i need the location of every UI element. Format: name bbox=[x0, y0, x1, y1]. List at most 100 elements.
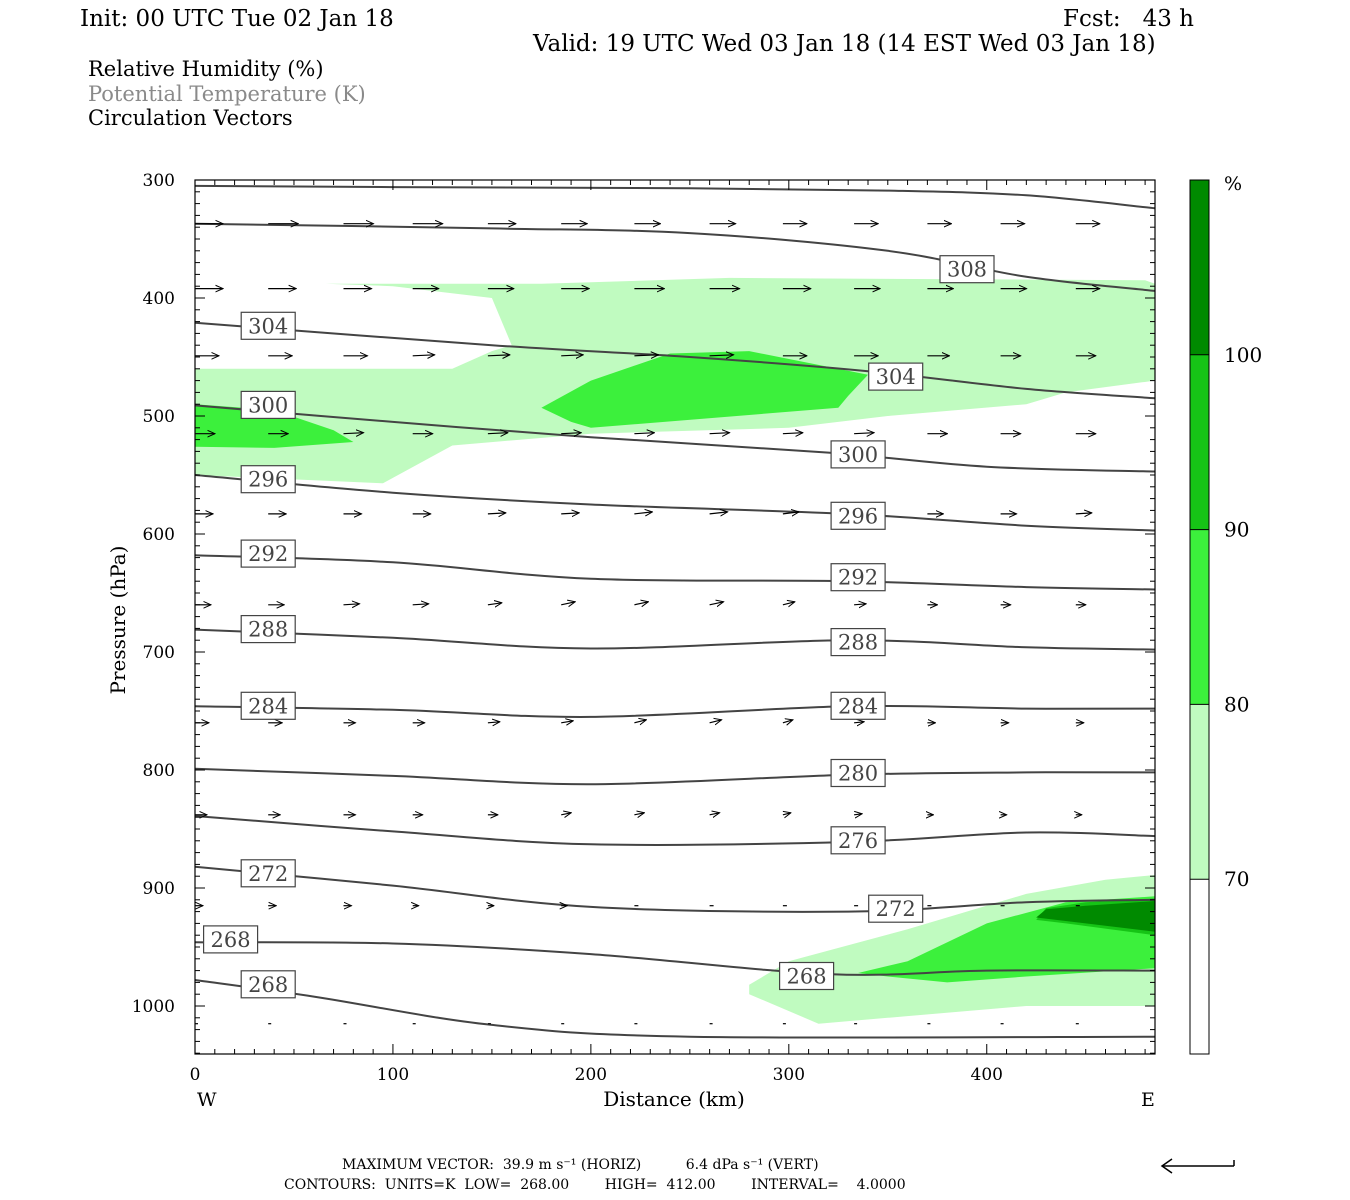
contour-label-text: 300 bbox=[248, 393, 288, 417]
contour-label-box bbox=[830, 826, 886, 855]
circulation-vector bbox=[343, 433, 364, 434]
circulation-vector bbox=[854, 722, 864, 723]
y-tick-label: 500 bbox=[143, 407, 175, 427]
circulation-vector bbox=[634, 602, 648, 605]
colorbar: 70 80 90 100 bbox=[1189, 179, 1262, 1055]
potential-temperature-contours bbox=[194, 184, 1156, 1039]
contour-label-text: 300 bbox=[838, 443, 878, 467]
circulation-vector bbox=[634, 813, 644, 815]
field-label-theta: Potential Temperature (K) bbox=[88, 82, 366, 106]
contour-label-box bbox=[830, 440, 886, 469]
contour-label-box bbox=[778, 961, 835, 991]
x-tick-label: 300 bbox=[773, 1065, 805, 1085]
contour-label-text: 284 bbox=[838, 694, 878, 718]
valid-time: Valid: 19 UTC Wed 03 Jan 18 (14 EST Wed … bbox=[533, 31, 1156, 57]
contour-label-text: 272 bbox=[876, 897, 916, 921]
contour-label-box bbox=[240, 614, 296, 644]
circulation-vector bbox=[343, 604, 360, 605]
contour-label-text: 284 bbox=[248, 694, 288, 718]
contour-label-box bbox=[830, 758, 886, 788]
contour-label-280: 280 bbox=[830, 758, 886, 788]
circulation-vector bbox=[487, 355, 510, 356]
circulation-vector bbox=[782, 720, 793, 723]
colorbar-frame bbox=[1189, 179, 1210, 1055]
theta-contour-292-5 bbox=[194, 554, 1156, 591]
contour-label-text: 308 bbox=[947, 258, 987, 282]
contour-label-296: 296 bbox=[240, 465, 296, 494]
forecast-hour: Fcst: 43 h bbox=[1063, 6, 1194, 32]
axes: 0 100 200 300 400 300 400 500 600 700 800 900 1000 bbox=[132, 171, 1155, 1085]
circulation-vector bbox=[487, 603, 502, 605]
field-label-rh: Relative Humidity (%) bbox=[88, 57, 324, 81]
theta-contour-300-3 bbox=[194, 404, 1156, 473]
circulation-vector bbox=[487, 433, 508, 434]
x-tick-label: 200 bbox=[575, 1065, 607, 1085]
circulation-vector bbox=[709, 602, 724, 605]
circulation-vector bbox=[561, 813, 571, 815]
contour-label-box bbox=[830, 627, 886, 657]
colorbar-segment bbox=[1190, 704, 1209, 880]
contour-label-box bbox=[240, 859, 296, 888]
contour-label-box bbox=[868, 894, 924, 923]
circulation-vector bbox=[854, 814, 862, 815]
init-time: Init: 00 UTC Tue 02 Jan 18 bbox=[80, 6, 394, 32]
colorbar-segment bbox=[1190, 879, 1209, 1054]
contour-label-text: 268 bbox=[248, 973, 288, 997]
contour-label-300: 300 bbox=[830, 440, 886, 469]
y-tick-label: 400 bbox=[143, 289, 175, 309]
reference-vector-icon bbox=[1160, 1158, 1235, 1174]
y-tick-label: 700 bbox=[143, 643, 175, 663]
contour-label-288: 288 bbox=[830, 627, 886, 657]
x-tick-label: 0 bbox=[190, 1065, 201, 1085]
colorbar-tick-label: 70 bbox=[1224, 867, 1249, 891]
circulation-vector bbox=[634, 720, 646, 723]
circulation-vector bbox=[412, 355, 435, 356]
circulation-vector bbox=[854, 604, 866, 605]
colorbar-segment bbox=[1190, 529, 1209, 705]
relative-humidity-shading bbox=[195, 277, 1155, 1024]
circulation-vector bbox=[412, 604, 429, 605]
contour-label-text: 296 bbox=[248, 468, 288, 492]
circulation-vector bbox=[561, 721, 573, 723]
circulation-vector bbox=[709, 433, 730, 434]
contour-label-box bbox=[830, 501, 886, 530]
circulation-vector bbox=[709, 512, 728, 514]
x-tick-label: 100 bbox=[377, 1065, 409, 1085]
x-tick-label: 400 bbox=[971, 1065, 1003, 1085]
circulation-vectors bbox=[195, 224, 1100, 1025]
contour-label-box bbox=[939, 255, 995, 284]
theta-contour-268-12 bbox=[194, 979, 1156, 1039]
contour-label-308: 308 bbox=[939, 255, 995, 284]
contour-label-284: 284 bbox=[830, 691, 886, 720]
contour-label-box bbox=[240, 691, 296, 720]
colorbar-tick-label: 90 bbox=[1224, 518, 1249, 542]
circulation-vector bbox=[634, 355, 658, 356]
y-tick-label: 800 bbox=[143, 761, 175, 781]
contour-labels: 308 304 304 300 300 296 296 292 292 288 288 284 284 2… bbox=[203, 255, 995, 999]
circulation-vector bbox=[487, 513, 506, 514]
circulation-vector bbox=[709, 355, 734, 356]
contour-label-272: 272 bbox=[868, 894, 924, 923]
contour-label-text: 280 bbox=[838, 762, 878, 786]
contour-label-box bbox=[240, 970, 296, 999]
rh-region-80-2 bbox=[541, 351, 868, 428]
contour-label-268: 268 bbox=[203, 925, 259, 954]
rh-region-100-6 bbox=[1036, 901, 1155, 932]
contour-label-268: 268 bbox=[778, 961, 835, 991]
max-vector-footer: MAXIMUM VECTOR: 39.9 m s⁻¹ (HORIZ) 6.4 d… bbox=[342, 1157, 819, 1173]
theta-contour-280-8 bbox=[194, 767, 1156, 786]
contour-label-text: 304 bbox=[248, 314, 288, 338]
circulation-vector bbox=[709, 720, 722, 723]
contour-label-box bbox=[240, 390, 296, 419]
rh-region-80-1 bbox=[195, 404, 354, 448]
contour-label-text: 292 bbox=[248, 542, 288, 566]
y-tick-label: 900 bbox=[143, 879, 175, 899]
contour-label-284: 284 bbox=[240, 691, 296, 720]
contour-label-box bbox=[240, 539, 296, 568]
circulation-vector bbox=[782, 512, 799, 514]
theta-contour-288-6 bbox=[194, 628, 1156, 651]
contour-label-box bbox=[830, 691, 886, 720]
y-tick-label: 600 bbox=[143, 525, 175, 545]
theta-contour-296-4 bbox=[194, 474, 1156, 532]
contour-label-box bbox=[203, 925, 259, 954]
